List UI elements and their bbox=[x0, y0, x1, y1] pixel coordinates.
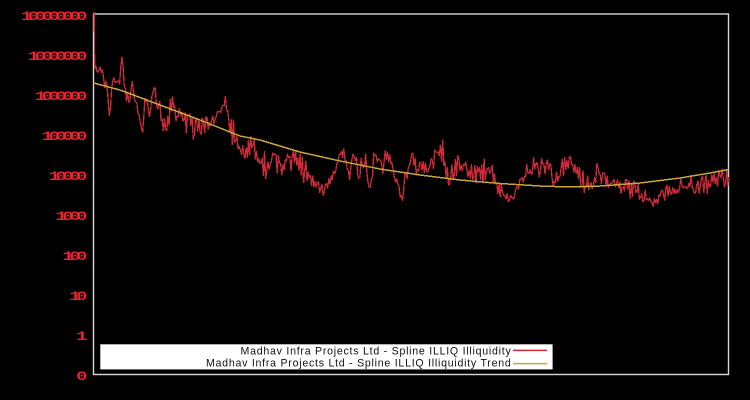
svg-text:100000000: 100000000 bbox=[21, 8, 87, 23]
svg-text:1000000: 1000000 bbox=[35, 88, 87, 103]
svg-text:1000: 1000 bbox=[55, 208, 86, 223]
svg-text:100000: 100000 bbox=[42, 128, 87, 143]
svg-text:100: 100 bbox=[62, 248, 86, 263]
svg-text:Madhav Infra Projects Ltd - Sp: Madhav Infra Projects Ltd - Spline ILLIQ… bbox=[241, 345, 512, 357]
svg-text:10000: 10000 bbox=[49, 168, 87, 183]
svg-text:Madhav Infra Projects Ltd - Sp: Madhav Infra Projects Ltd - Spline ILLIQ… bbox=[206, 357, 512, 369]
svg-text:10000000: 10000000 bbox=[28, 48, 87, 63]
